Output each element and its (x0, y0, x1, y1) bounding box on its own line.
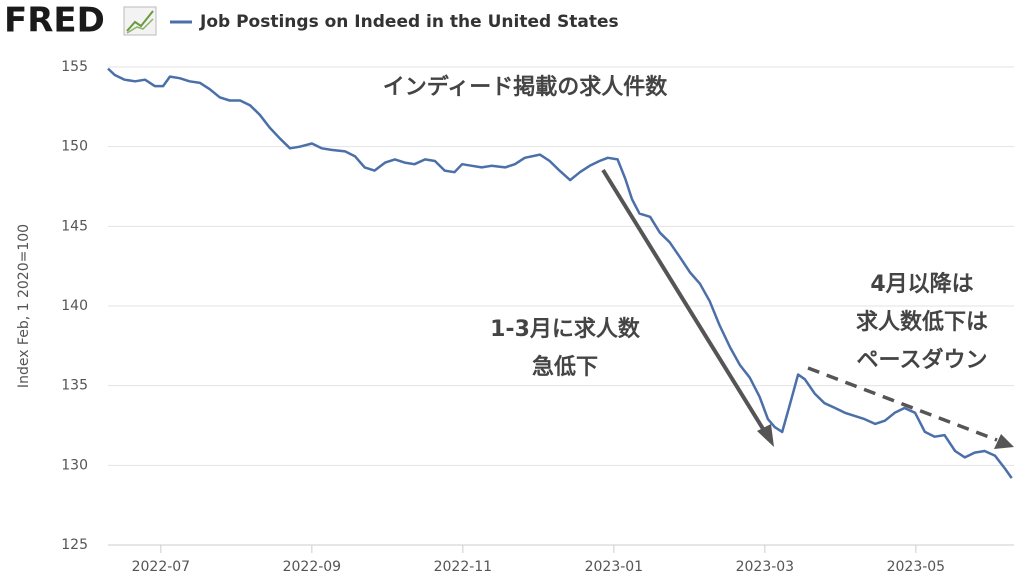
x-tick-label: 2022-07 (132, 559, 191, 575)
annotation: 1-3月に求人数 (490, 316, 641, 342)
annotation: ペースダウン (857, 347, 988, 373)
arrow (807, 366, 1014, 449)
logo: FRED (4, 1, 105, 41)
y-tick-label: 145 (61, 218, 88, 234)
annotation: 急低下 (532, 354, 598, 380)
x-tick-label: 2022-09 (283, 559, 342, 575)
y-tick-label: 155 (61, 59, 88, 75)
y-tick-label: 150 (61, 139, 88, 155)
y-tick-label: 135 (61, 378, 88, 394)
arrow (601, 168, 774, 447)
annotation: インディード掲載の求人件数 (383, 74, 668, 100)
x-tick-label: 2023-01 (585, 559, 644, 575)
legend-label: Job Postings on Indeed in the United Sta… (199, 12, 619, 32)
annotation: 4月以降は (870, 272, 973, 297)
line-series (107, 67, 1013, 479)
x-tick-label: 2023-03 (736, 559, 795, 575)
y-tick-label: 140 (61, 298, 88, 314)
y-tick-label: 130 (61, 457, 88, 473)
y-axis-label: Index Feb, 1 2020=100 (16, 224, 32, 388)
logo-icon (123, 6, 157, 36)
x-tick-label: 2023-05 (887, 559, 946, 575)
x-tick-label: 2022-11 (434, 559, 493, 575)
y-tick-label: 125 (61, 537, 88, 553)
annotation: 求人数低下は (856, 309, 988, 335)
